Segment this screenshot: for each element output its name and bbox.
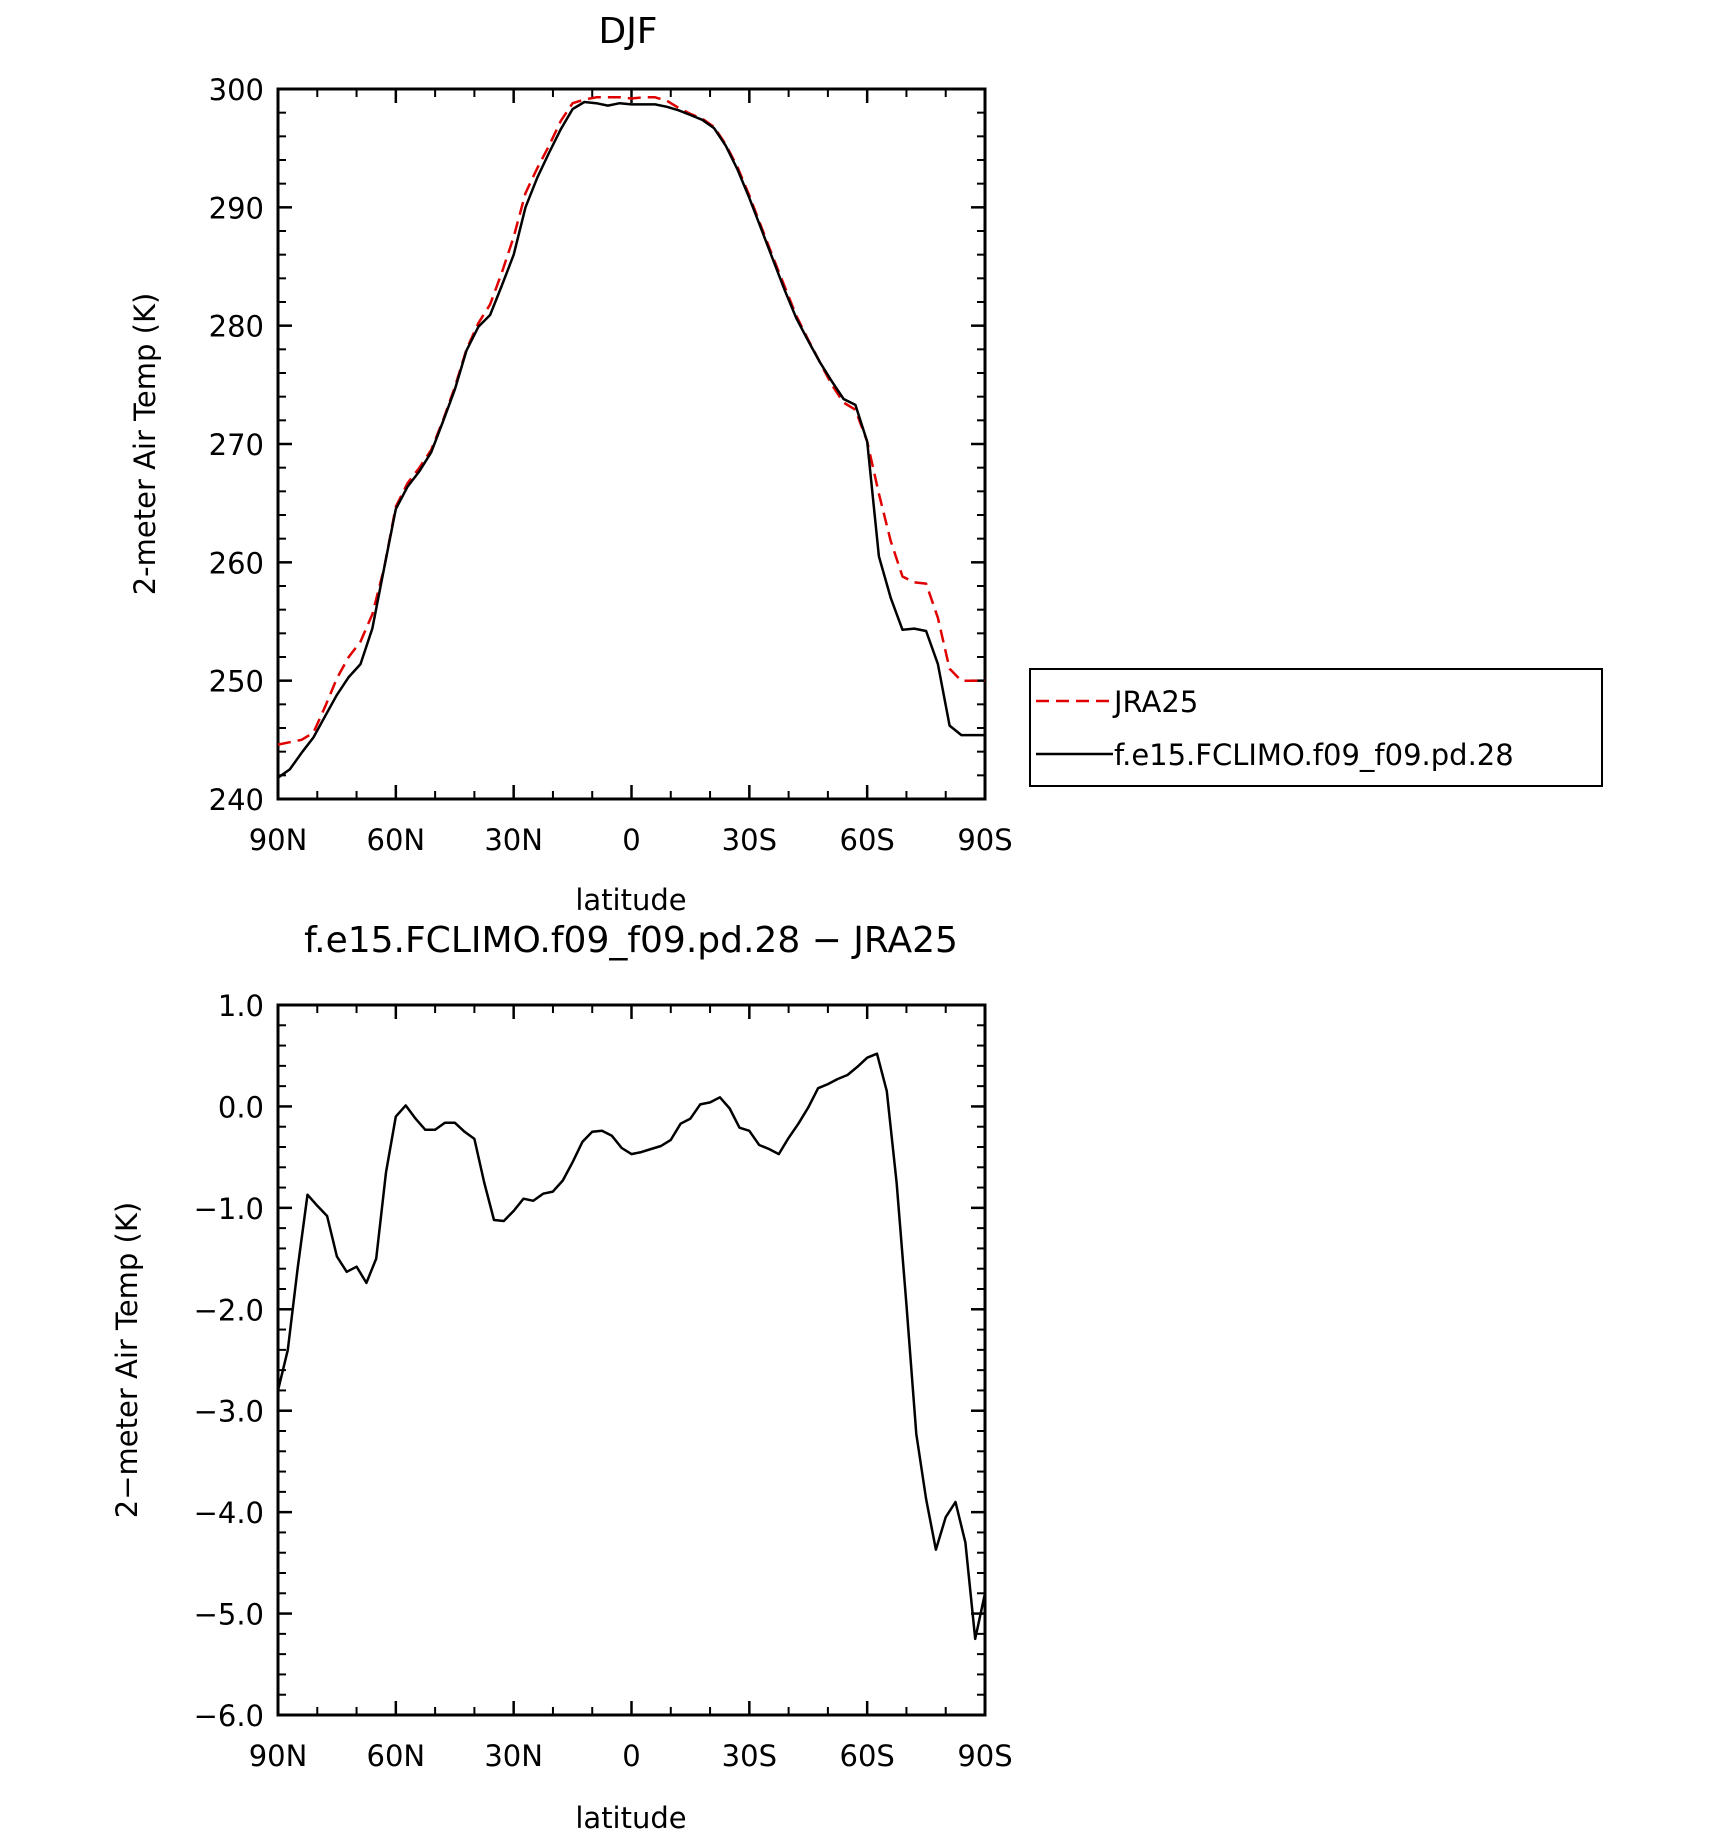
x-tick-label: 0	[622, 1739, 640, 1773]
y-tick-label: 300	[209, 73, 264, 107]
top-y-axis-label: 2-meter Air Temp (K)	[128, 293, 162, 596]
bottom-x-axis-label: latitude	[575, 1801, 686, 1833]
x-tick-label: 90N	[249, 823, 308, 857]
y-tick-label: 240	[209, 783, 264, 817]
bottom-title: f.e15.FCLIMO.f09_f09.pd.28 − JRA25	[304, 920, 958, 961]
bottom-ytick-labels: 1.0 0.0 −1.0 −2.0 −3.0 −4.0 −5.0 −6.0	[194, 989, 264, 1733]
y-tick-label: 250	[209, 665, 264, 699]
y-tick-label: 1.0	[218, 989, 264, 1023]
x-tick-label: 60S	[840, 1739, 895, 1773]
series-line-1-0	[276, 1052, 987, 1641]
x-tick-label: 90N	[249, 1739, 308, 1773]
top-xtick-labels: 90N 60N 30N 0 30S 60S 90S	[249, 823, 1013, 857]
top-plot-frame	[276, 87, 987, 801]
top-ytick-labels: 240 250 260 270 280 290 300	[209, 73, 264, 817]
x-tick-label: 60S	[840, 823, 895, 857]
bottom-series-layer	[276, 1052, 987, 1641]
top-series-layer	[277, 96, 985, 779]
y-tick-label: 270	[209, 428, 264, 462]
y-tick-label: 280	[209, 310, 264, 344]
y-tick-label: −4.0	[194, 1496, 264, 1530]
x-tick-label: 60N	[367, 823, 426, 857]
bottom-xtick-labels: 90N 60N 30N 0 30S 60S 90S	[249, 1739, 1013, 1773]
x-tick-label: 30S	[722, 1739, 777, 1773]
series-line-0-1	[277, 100, 985, 779]
legend-frame	[1029, 668, 1603, 787]
y-tick-label: −6.0	[194, 1699, 264, 1733]
x-tick-label: 30N	[484, 1739, 543, 1773]
y-tick-label: 0.0	[218, 1090, 264, 1124]
x-tick-label: 0	[622, 823, 640, 857]
legend-entry-jra25: JRA25	[1112, 685, 1198, 719]
y-tick-label: −2.0	[194, 1293, 264, 1327]
top-panel: DJF 240 250 260 270 280 290 300 90N 60N 30N 0 30S 6…	[128, 11, 1603, 917]
series-line-0-0	[277, 96, 985, 746]
y-tick-label: −5.0	[194, 1598, 264, 1632]
top-ticks	[276, 87, 987, 801]
y-tick-label: −1.0	[194, 1192, 264, 1226]
legend: JRA25 f.e15.FCLIMO.f09_f09.pd.28	[1029, 668, 1603, 787]
bottom-panel: f.e15.FCLIMO.f09_f09.pd.28 − JRA25 1.0 0.…	[110, 920, 1013, 1833]
y-tick-label: −3.0	[194, 1395, 264, 1429]
top-x-axis-label: latitude	[575, 883, 686, 917]
x-tick-label: 90S	[957, 1739, 1012, 1773]
x-tick-label: 60N	[367, 1739, 426, 1773]
x-tick-label: 90S	[957, 823, 1012, 857]
bottom-ticks	[276, 1003, 987, 1717]
top-title: DJF	[598, 11, 657, 52]
bottom-plot-frame	[276, 1003, 987, 1717]
x-tick-label: 30N	[484, 823, 543, 857]
y-tick-label: 290	[209, 191, 264, 225]
legend-entry-model: f.e15.FCLIMO.f09_f09.pd.28	[1114, 738, 1514, 772]
x-tick-label: 30S	[722, 823, 777, 857]
y-tick-label: 260	[209, 546, 264, 580]
bottom-y-axis-label: 2−meter Air Temp (K)	[110, 1202, 144, 1518]
